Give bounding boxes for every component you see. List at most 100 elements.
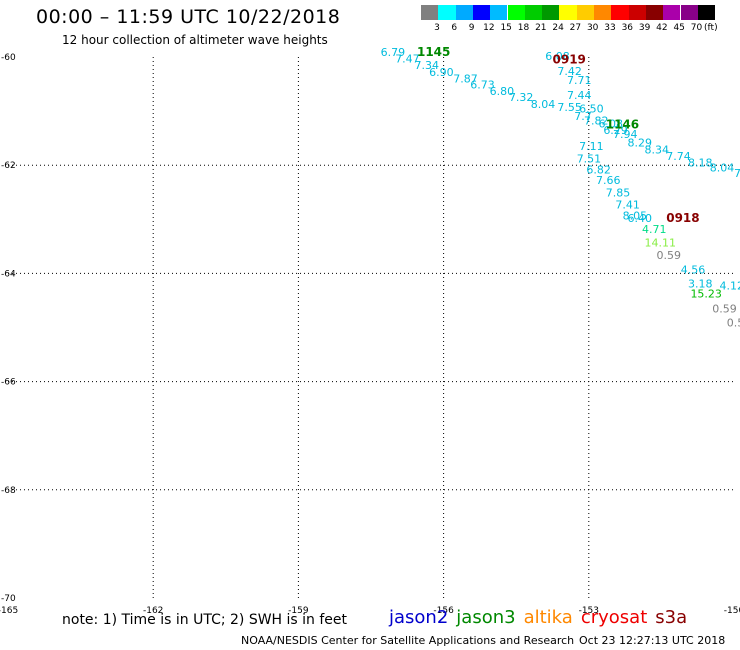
wave-height-value: 8.04: [531, 98, 556, 111]
x-tick-label: -153: [579, 606, 599, 616]
credit-line: NOAA/NESDIS Center for Satellite Applica…: [241, 634, 575, 647]
satellite-name: altika: [523, 607, 573, 628]
x-tick-label: -162: [143, 606, 163, 616]
wave-height-value: 3.18: [688, 277, 713, 290]
wave-height-value: 7.71: [567, 74, 592, 87]
legend-label: 36: [621, 23, 634, 33]
wave-height-value: 14.11: [644, 236, 676, 249]
wave-height-value: 8.18: [688, 156, 713, 169]
legend-swatch: [455, 5, 473, 20]
wave-height-value: 7.11: [579, 140, 604, 153]
wave-height-value: 0.59: [657, 249, 682, 262]
legend-label: 18: [517, 23, 530, 33]
legend-swatch: [594, 5, 612, 20]
wave-height-value: 7.41: [615, 198, 640, 211]
footer-note: note: 1) Time is in UTC; 2) SWH is in fe…: [62, 612, 348, 628]
legend-label: 39: [638, 23, 651, 33]
tick-labels-layer: -165 -162 -159 -156 -153 -150 -60 -62 -64 -66 -68 -…: [0, 53, 740, 616]
wave-height-value: 7.7: [574, 110, 592, 123]
pass-time-label: 1146: [606, 117, 639, 131]
wave-height-value: 8.29: [628, 136, 653, 149]
wave-height-value: 7.42: [557, 65, 582, 78]
legend-swatch: [576, 5, 594, 20]
wave-height-value: 6.29: [603, 124, 628, 137]
legend-swatch: [507, 5, 525, 20]
wave-height-value: 7.51: [577, 152, 602, 165]
legend-swatch: [472, 5, 491, 20]
legend-label: 45: [673, 23, 685, 33]
page-subtitle: 12 hour collection of altimeter wave hei…: [62, 33, 328, 47]
wave-height-value: 7.74: [666, 150, 691, 163]
wave-height-value: 8.05: [623, 209, 648, 222]
pass-time-label: 1145: [417, 45, 450, 59]
legend-label: 70: [690, 23, 703, 33]
legend-label: 6: [451, 23, 458, 33]
wave-height-value: 7.32: [509, 91, 534, 104]
wave-height-value: 6.08: [598, 117, 623, 130]
legend-label: 9: [468, 23, 475, 33]
wave-height-value: 4.12: [719, 280, 740, 293]
legend-swatch: [680, 5, 698, 20]
legend-swatch: [542, 5, 560, 20]
wave-height-value: 7.44: [567, 89, 592, 102]
legend-label: 12: [483, 23, 495, 33]
x-tick-label: -150: [724, 606, 740, 616]
pass-time-label: 0918: [666, 211, 699, 225]
wave-height-value: 8.04: [710, 162, 735, 175]
wave-height-value: 6.90: [429, 66, 454, 79]
wave-height-value: 7.34: [415, 59, 440, 72]
wave-height-value: 6.73: [470, 78, 495, 91]
legend-swatch: [645, 5, 664, 20]
satellite-name: jason2: [389, 607, 449, 628]
y-tick-label: -62: [1, 161, 16, 171]
wave-height-value: 6.80: [490, 85, 514, 98]
page-title: 00:00 – 11:59 UTC 10/22/2018: [36, 6, 341, 28]
wave-height-value: 6.79: [381, 46, 406, 59]
legend-label: 42: [656, 23, 668, 33]
wave-height-value: 8.34: [644, 143, 669, 156]
wave-height-value: 6.08: [545, 50, 570, 63]
wave-height-value: 7.55: [557, 101, 582, 114]
legend-label: (ft): [704, 23, 718, 33]
satellite-key: jason2 jason3 altika cryosat s3a: [389, 607, 695, 628]
y-tick-label: -66: [1, 378, 16, 388]
wave-height-value: 7.85: [606, 187, 631, 200]
pass-time-label: 0919: [553, 52, 586, 66]
legend-swatch: [611, 5, 629, 20]
wave-height-value: 6.50: [579, 103, 604, 116]
pass-labels-layer: 1145 0919 1146 0918: [417, 45, 700, 225]
legend-label: 30: [586, 23, 599, 33]
legend-swatch: [438, 5, 456, 20]
legend-swatch: [663, 5, 681, 20]
y-tick-label: -70: [1, 594, 16, 604]
wave-height-value: 7.82: [584, 115, 609, 128]
wave-height-value: 7.66: [596, 174, 621, 187]
legend-swatch: [697, 5, 716, 20]
wave-height-value: 0.59: [712, 302, 737, 315]
wave-height-value: 6.40: [628, 212, 653, 225]
grid-layer: [8, 57, 734, 598]
legend-swatch: [524, 5, 543, 20]
satellite-name: jason3: [456, 607, 516, 628]
wave-height-value: 4.71: [642, 223, 667, 236]
legend-swatch: [490, 5, 508, 20]
legend-label: 15: [500, 23, 512, 33]
legend-label: 21: [535, 23, 547, 33]
y-tick-label: -68: [1, 486, 16, 496]
x-tick-label: -156: [433, 606, 454, 616]
wave-height-value: 7.87: [453, 72, 478, 85]
wave-height-value: 7.47: [395, 52, 420, 65]
wave-height-value: 7.94: [613, 128, 638, 141]
legend-label: 27: [569, 23, 582, 33]
legend-label: 3: [434, 23, 440, 33]
legend-swatch: [559, 5, 577, 20]
wave-height-value: 15.23: [690, 288, 722, 301]
wave-height-value: 6.82: [586, 163, 611, 176]
y-tick-label: -64: [1, 269, 16, 279]
x-tick-label: -165: [0, 606, 18, 616]
wave-height-value: 0.59: [727, 316, 740, 329]
satellite-name: cryosat: [580, 607, 648, 628]
wave-height-value: 4.56: [681, 263, 706, 276]
